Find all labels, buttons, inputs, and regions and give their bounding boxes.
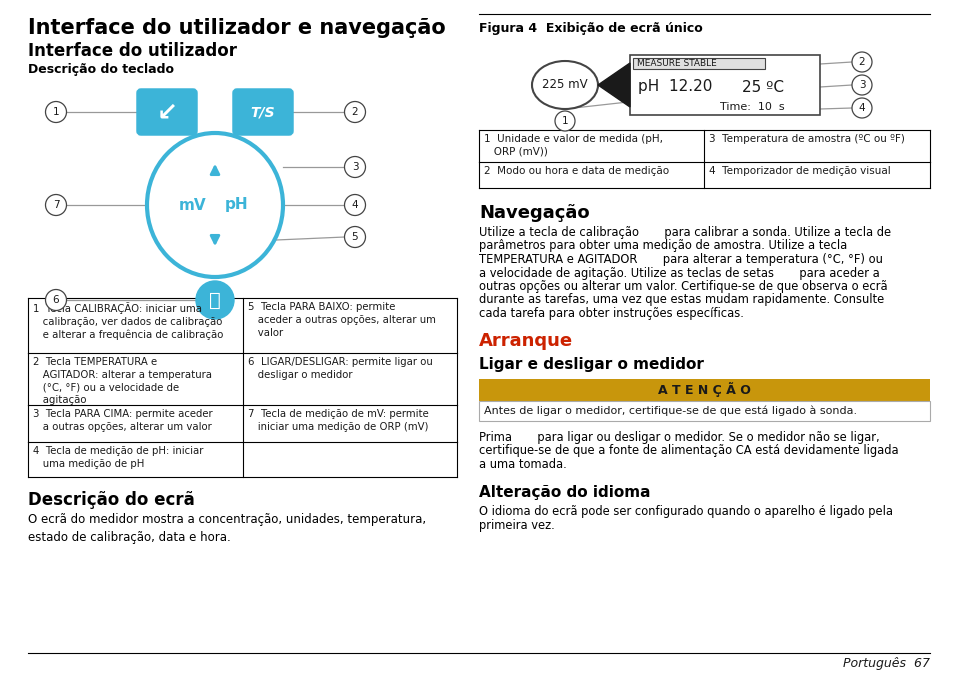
Text: 4: 4 — [352, 200, 358, 210]
Text: mV: mV — [179, 197, 207, 213]
Text: 6: 6 — [52, 295, 59, 305]
Text: certifique-se de que a fonte de alimentação CA está devidamente ligada: certifique-se de que a fonte de alimenta… — [478, 444, 898, 457]
Polygon shape — [598, 63, 629, 107]
Text: A T E N Ç Ã O: A T E N Ç Ã O — [658, 382, 750, 397]
Text: 3: 3 — [352, 162, 358, 172]
Text: 7: 7 — [52, 200, 59, 210]
Text: ↙: ↙ — [156, 100, 177, 124]
Text: 3  Temperatura de amostra (ºC ou ºF): 3 Temperatura de amostra (ºC ou ºF) — [708, 134, 904, 144]
Text: Ligar e desligar o medidor: Ligar e desligar o medidor — [478, 357, 703, 371]
Text: O ecrã do medidor mostra a concentração, unidades, temperatura,
estado de calibr: O ecrã do medidor mostra a concentração,… — [28, 513, 426, 544]
Text: ⏻: ⏻ — [209, 291, 221, 310]
Text: Alteração do idioma: Alteração do idioma — [478, 485, 650, 500]
Text: MEASURE STABLE: MEASURE STABLE — [637, 59, 716, 69]
Circle shape — [195, 281, 233, 319]
Text: outras opções ou alterar um valor. Certifique-se de que observa o ecrã: outras opções ou alterar um valor. Certi… — [478, 280, 886, 293]
Circle shape — [46, 194, 67, 215]
Text: 2: 2 — [858, 57, 864, 67]
Circle shape — [46, 289, 67, 310]
Text: 1  Unidade e valor de medida (pH,
   ORP (mV)): 1 Unidade e valor de medida (pH, ORP (mV… — [483, 134, 662, 156]
Text: 3  Tecla PARA CIMA: permite aceder
   a outras opções, alterar um valor: 3 Tecla PARA CIMA: permite aceder a outr… — [33, 409, 213, 432]
Text: Português  67: Português 67 — [842, 656, 929, 670]
FancyBboxPatch shape — [233, 90, 292, 134]
Text: 4  Tecla de medição de pH: iniciar
   uma medição de pH: 4 Tecla de medição de pH: iniciar uma me… — [33, 446, 203, 469]
Text: Interface do utilizador e navegação: Interface do utilizador e navegação — [28, 18, 445, 38]
Text: 2  Modo ou hora e data de medição: 2 Modo ou hora e data de medição — [483, 166, 668, 176]
Ellipse shape — [532, 61, 598, 109]
Text: 1  Tecla CALIBRAÇÃO: iniciar uma
   calibração, ver dados de calibração
   e alt: 1 Tecla CALIBRAÇÃO: iniciar uma calibraç… — [33, 302, 223, 340]
Bar — [478, 378, 929, 400]
Text: pH: pH — [225, 197, 249, 213]
Text: Prima       para ligar ou desligar o medidor. Se o medidor não se ligar,: Prima para ligar ou desligar o medidor. … — [478, 431, 879, 444]
Text: O idioma do ecrã pode ser configurado quando o aparelho é ligado pela: O idioma do ecrã pode ser configurado qu… — [478, 505, 892, 518]
Text: 4  Temporizador de medição visual: 4 Temporizador de medição visual — [708, 166, 890, 176]
Circle shape — [344, 227, 365, 248]
Text: cada tarefa para obter instruções específicas.: cada tarefa para obter instruções especí… — [478, 307, 743, 320]
Text: TEMPERATURA e AGITADOR       para alterar a temperatura (°C, °F) ou: TEMPERATURA e AGITADOR para alterar a te… — [478, 253, 882, 266]
Text: Navegação: Navegação — [478, 204, 589, 222]
Text: 25 ºC: 25 ºC — [741, 79, 783, 94]
Text: T/S: T/S — [251, 105, 275, 119]
Text: Figura 4  Exibição de ecrã único: Figura 4 Exibição de ecrã único — [478, 22, 702, 35]
FancyBboxPatch shape — [138, 90, 195, 134]
Text: Descrição do ecrã: Descrição do ecrã — [28, 491, 194, 509]
Circle shape — [851, 75, 871, 95]
Text: 5: 5 — [352, 232, 358, 242]
Text: a uma tomada.: a uma tomada. — [478, 458, 566, 470]
Text: Utilize a tecla de calibração       para calibrar a sonda. Utilize a tecla de: Utilize a tecla de calibração para calib… — [478, 226, 890, 239]
Bar — [478, 400, 929, 421]
Text: 1: 1 — [561, 116, 568, 126]
Text: 1: 1 — [52, 107, 59, 117]
Circle shape — [344, 194, 365, 215]
Text: 5  Tecla PARA BAIXO: permite
   aceder a outras opções, alterar um
   valor: 5 Tecla PARA BAIXO: permite aceder a out… — [248, 302, 436, 338]
Text: 2  Tecla TEMPERATURA e
   AGITADOR: alterar a temperatura
   (°C, °F) ou a veloc: 2 Tecla TEMPERATURA e AGITADOR: alterar … — [33, 357, 212, 405]
Text: Interface do utilizador: Interface do utilizador — [28, 42, 236, 60]
Text: 3: 3 — [858, 80, 864, 90]
Circle shape — [46, 102, 67, 122]
Text: 6  LIGAR/DESLIGAR: permite ligar ou
   desligar o medidor: 6 LIGAR/DESLIGAR: permite ligar ou desli… — [248, 357, 433, 380]
Ellipse shape — [147, 133, 283, 277]
Circle shape — [344, 102, 365, 122]
Text: Time:  10  s: Time: 10 s — [720, 102, 783, 112]
Text: durante as tarefas, uma vez que estas mudam rapidamente. Consulte: durante as tarefas, uma vez que estas mu… — [478, 293, 883, 306]
Text: Arranque: Arranque — [478, 332, 573, 351]
FancyBboxPatch shape — [629, 55, 820, 115]
Circle shape — [555, 111, 575, 131]
Circle shape — [851, 52, 871, 72]
Text: primeira vez.: primeira vez. — [478, 518, 554, 532]
Text: 2: 2 — [352, 107, 358, 117]
Text: 4: 4 — [858, 103, 864, 113]
Text: a velocidade de agitação. Utilize as teclas de setas       para aceder a: a velocidade de agitação. Utilize as tec… — [478, 267, 879, 279]
Text: 225 mV: 225 mV — [541, 79, 587, 92]
Text: Descrição do teclado: Descrição do teclado — [28, 63, 173, 76]
Text: 7  Tecla de medição de mV: permite
   iniciar uma medição de ORP (mV): 7 Tecla de medição de mV: permite inicia… — [248, 409, 428, 432]
Text: parâmetros para obter uma medição de amostra. Utilize a tecla: parâmetros para obter uma medição de amo… — [478, 240, 846, 252]
Bar — [633, 58, 764, 69]
Circle shape — [851, 98, 871, 118]
Text: pH  12.20: pH 12.20 — [638, 79, 712, 94]
Text: Antes de ligar o medidor, certifique-se de que está ligado à sonda.: Antes de ligar o medidor, certifique-se … — [483, 405, 856, 416]
Circle shape — [344, 157, 365, 178]
